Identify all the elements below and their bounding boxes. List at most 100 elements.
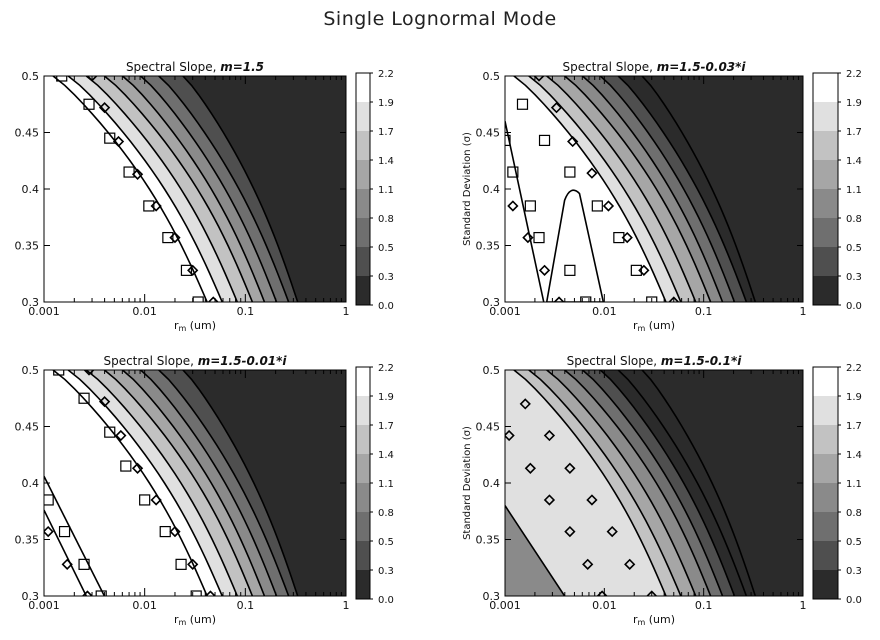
diamond-marker	[519, 398, 531, 410]
colorbar-segment	[356, 425, 370, 454]
contour-line	[140, 76, 278, 302]
y-tick-label: 0.45	[476, 421, 501, 434]
colorbar-segment	[813, 541, 838, 570]
colorbar-label: 2.2	[378, 69, 394, 80]
square-marker	[104, 426, 116, 438]
square-marker	[175, 558, 187, 570]
diamond-marker	[668, 296, 680, 302]
diamond-marker	[505, 429, 515, 442]
diamond-marker	[169, 231, 181, 244]
colorbar-label: 1.4	[378, 450, 394, 461]
diamond-marker	[582, 558, 594, 570]
colorbar-label: 0.0	[378, 301, 394, 312]
colorbar-segment	[813, 102, 838, 131]
panel-3: 0.3 0.35 0.4 0.45 0.5 0.001 0.01 0.1 1 rm (um) Spe…	[15, 354, 394, 627]
x-tick-label: 0.001	[489, 305, 521, 318]
diamond-marker	[83, 370, 95, 376]
contour-line	[44, 475, 106, 596]
square-marker	[524, 200, 536, 212]
colorbar-segment	[813, 483, 838, 512]
diamond-marker	[553, 296, 565, 302]
x-axis-label: rm (um)	[174, 319, 216, 333]
x-axis-label: rm (um)	[633, 613, 675, 627]
colorbar-label: 0.5	[378, 243, 394, 254]
colorbar-segment	[813, 131, 838, 160]
diamond-marker	[621, 231, 633, 244]
colorbar-label: 0.5	[846, 537, 862, 548]
colorbar-segment	[356, 218, 370, 247]
panel-title: Spectral Slope, m=1.5-0.1*i	[567, 354, 743, 368]
colorbar-label: 2.2	[378, 363, 394, 374]
square-marker	[580, 296, 592, 302]
diamond-marker	[204, 590, 217, 596]
x-tick-label: 0.1	[695, 599, 713, 612]
x-tick-label: 0.01	[132, 305, 157, 318]
square-marker	[180, 264, 193, 276]
square-marker	[538, 134, 551, 147]
square-marker	[646, 296, 658, 302]
y-tick-label: 0.5	[22, 70, 40, 83]
diamond-marker	[150, 494, 162, 506]
contour-line	[158, 76, 290, 302]
colorbar-label: 0.0	[846, 301, 862, 312]
square-marker	[78, 558, 90, 570]
x-tick-label: 0.1	[237, 305, 255, 318]
square-marker	[507, 166, 519, 178]
diamond-marker	[131, 168, 144, 180]
y-axis-label: Standard Deviation (σ)	[462, 132, 473, 246]
colorbar-segment	[356, 541, 370, 570]
diamond-marker	[564, 462, 576, 474]
diamond-marker	[543, 494, 556, 506]
panel-title: Spectral Slope, m=1.5-0.01*i	[103, 354, 287, 368]
y-tick-label: 0.5	[483, 70, 501, 83]
contour-line	[121, 76, 266, 302]
x-tick-label: 1	[343, 599, 350, 612]
x-tick-label: 1	[800, 305, 807, 318]
colorbar-segment	[813, 218, 838, 247]
diamond-marker	[112, 135, 125, 148]
contour-line	[52, 370, 208, 596]
contour-area	[505, 76, 803, 302]
y-tick-label: 0.4	[22, 477, 40, 490]
colorbar-label: 1.1	[846, 185, 862, 196]
colorbar-label: 1.4	[846, 156, 862, 167]
panel-2: 0.3 0.35 0.4 0.45 0.5 0.001 0.01 0.1 1 rm (um) Sta…	[462, 60, 862, 333]
diamond-marker	[522, 231, 534, 244]
colorbar-segment	[356, 131, 370, 160]
contour-line	[641, 370, 757, 596]
contour-line	[182, 370, 299, 596]
y-tick-label: 0.35	[15, 534, 40, 547]
colorbar-segment	[356, 160, 370, 189]
colorbar-segment	[356, 483, 370, 512]
contour-line	[581, 370, 724, 596]
colorbar-label: 1.1	[378, 479, 394, 490]
y-tick-label: 0.5	[483, 364, 501, 377]
y-tick-label: 0.3	[22, 590, 40, 603]
square-marker	[190, 590, 202, 596]
diamond-marker	[524, 462, 536, 474]
colorbar-label: 0.3	[846, 566, 862, 577]
colorbar-label: 2.2	[846, 69, 862, 80]
square-marker	[56, 76, 68, 82]
y-tick-label: 0.45	[476, 127, 501, 140]
contour-line	[103, 370, 254, 596]
colorbar-segment	[356, 189, 370, 218]
square-marker	[58, 525, 71, 538]
colorbar-label: 1.1	[378, 185, 394, 196]
colorbar-segment	[356, 73, 370, 102]
diamond-marker	[131, 462, 144, 474]
square-marker	[44, 494, 54, 506]
diamond-marker	[638, 264, 650, 276]
x-tick-label: 0.01	[592, 305, 617, 318]
colorbar-segment	[356, 570, 370, 599]
contour-line	[599, 76, 736, 302]
diamond-marker	[533, 76, 545, 82]
contour-line	[513, 370, 667, 596]
contour-line	[528, 76, 682, 302]
colorbar-label: 1.1	[846, 479, 862, 490]
colorbar-label: 0.8	[378, 508, 394, 519]
colorbar-label: 1.9	[378, 392, 394, 403]
colorbar-segment	[356, 276, 370, 305]
contour-region	[44, 426, 205, 596]
square-marker	[162, 231, 174, 244]
